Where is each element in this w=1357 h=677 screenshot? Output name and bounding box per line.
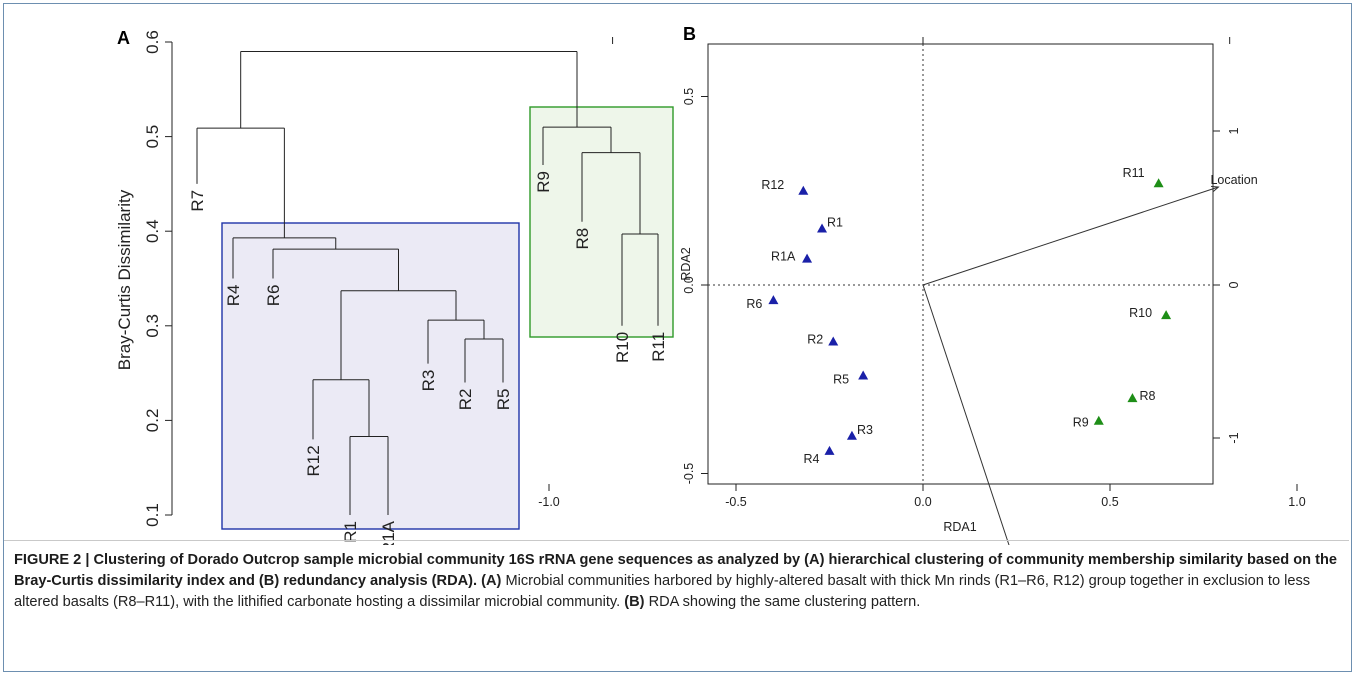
vector-arrow — [922, 284, 1010, 545]
vector-arrow — [922, 187, 1218, 286]
caption-a-text: Microbial communities harbored by highly… — [14, 572, 1311, 610]
leaf-label: R6 — [264, 285, 283, 307]
x-tick-label: -1.0 — [538, 495, 560, 509]
y-tick-label: 0.3 — [143, 314, 162, 338]
dendrogram-panel: A 0.1 0.2 0.3 0.4 0.5 0.6 Bray-Curtis Dissimil… — [115, 28, 674, 545]
green-cluster-box — [529, 106, 674, 338]
y-tick-label: 0.1 — [143, 503, 162, 527]
point-marker — [817, 223, 828, 233]
x-tick-label: 0.0 — [914, 495, 931, 509]
leaf-label: R3 — [419, 370, 438, 392]
caption-b-label: (B) — [624, 593, 645, 610]
point-label: R12 — [761, 178, 784, 192]
point-marker — [798, 185, 809, 195]
right-tick-label: 1 — [1227, 127, 1241, 134]
point-marker — [1093, 415, 1104, 425]
leaf-label: R12 — [304, 445, 323, 476]
x-tick-label: -0.5 — [725, 495, 747, 509]
point-label: R11 — [1123, 166, 1145, 180]
point-label: R8 — [1139, 389, 1155, 403]
leaf-label: R5 — [494, 389, 513, 411]
y-axis-title-b: RDA2 — [679, 247, 693, 280]
figure-caption: FIGURE 2 | Clustering of Dorado Outcrop … — [14, 550, 1339, 612]
y-tick-label: 0.6 — [143, 30, 162, 54]
leaf-label: R2 — [456, 389, 475, 411]
leaf-label: R11 — [649, 332, 668, 362]
x-tick-label: 1.0 — [1288, 495, 1305, 509]
blue-cluster-box — [221, 222, 520, 530]
y-tick-label: 0.0 — [682, 276, 696, 293]
point-marker — [824, 445, 835, 455]
right-tick-label: 0 — [1227, 281, 1241, 288]
point-label: R4 — [804, 452, 820, 466]
leaf-label: R1 — [341, 521, 360, 543]
y-tick-label: 0.5 — [143, 125, 162, 149]
y-axis-title: Bray-Curtis Dissimilarity — [115, 189, 134, 370]
leaf-label: R10 — [613, 332, 632, 363]
right-tick-label: -1 — [1227, 432, 1241, 443]
y-tick-label: 0.5 — [682, 88, 696, 105]
point-marker — [846, 430, 857, 440]
y-tick-label: -0.5 — [682, 463, 696, 485]
panel-b-letter: B — [683, 24, 696, 44]
caption-b-text: RDA showing the same clustering pattern. — [644, 593, 921, 610]
y-tick-label: 0.2 — [143, 409, 162, 433]
point-label: R10 — [1129, 306, 1152, 320]
x-tick-label: 0.5 — [1101, 495, 1118, 509]
point-label: R1 — [827, 215, 843, 229]
x-axis-title: RDA1 — [943, 520, 976, 534]
caption-divider — [4, 540, 1349, 541]
leaf-label: R8 — [573, 228, 592, 250]
leaf-label: R1A — [379, 520, 398, 545]
point-marker — [1161, 310, 1172, 320]
leaf-label: R4 — [224, 285, 243, 307]
point-marker — [802, 253, 813, 263]
point-label: R3 — [857, 423, 873, 437]
point-label: R2 — [807, 333, 823, 347]
point-marker — [828, 336, 839, 346]
plot-frame — [707, 43, 1214, 485]
point-marker — [1153, 178, 1164, 188]
caption-heading: FIGURE 2 | Clustering of Dorado Outcrop … — [14, 552, 1337, 589]
leaf-label: R9 — [534, 171, 553, 193]
leaf-label: R7 — [188, 190, 207, 212]
point-label: R5 — [833, 372, 849, 386]
point-marker — [1127, 393, 1138, 403]
y-tick-label: 0.4 — [143, 219, 162, 243]
vector-label: Location — [1210, 173, 1257, 187]
point-label: R9 — [1073, 416, 1089, 430]
point-label: R6 — [746, 297, 762, 311]
caption-a-label: (A) — [481, 572, 502, 589]
point-marker — [768, 295, 779, 305]
point-label: R1A — [771, 250, 796, 264]
panel-a-letter: A — [117, 28, 130, 48]
point-marker — [858, 370, 869, 380]
